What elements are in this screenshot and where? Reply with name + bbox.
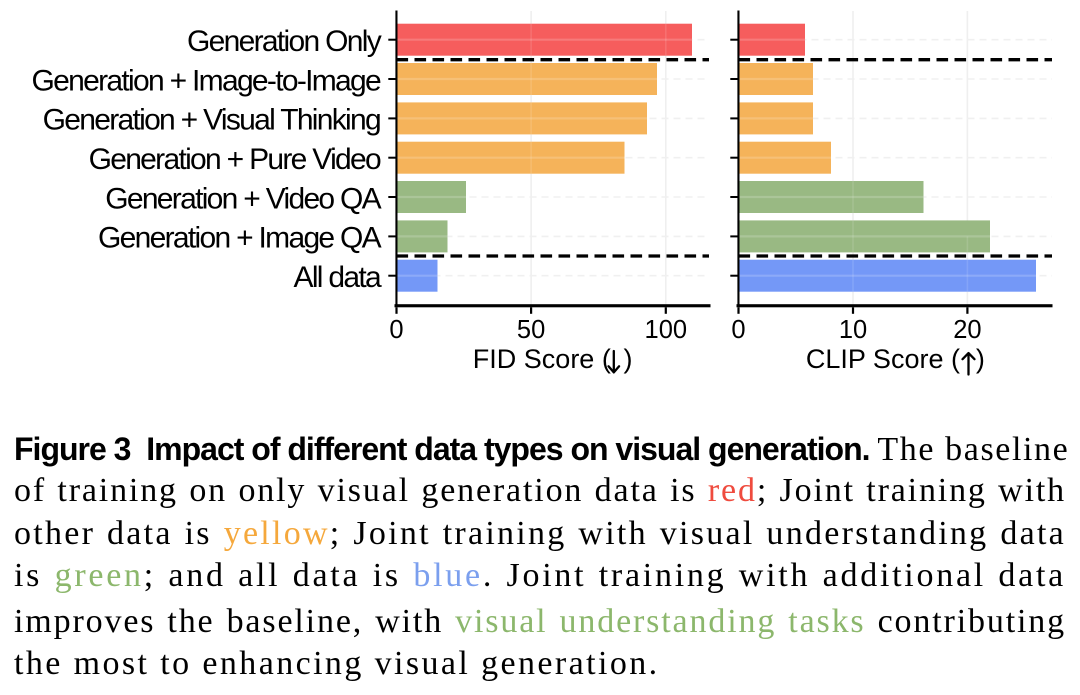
svg-text:): ) — [976, 344, 985, 374]
svg-text:Generation + Pure Video: Generation + Pure Video — [89, 143, 381, 176]
svg-text:Generation + Image QA: Generation + Image QA — [98, 222, 382, 255]
svg-text:0: 0 — [731, 316, 745, 344]
svg-text:Generation Only: Generation Only — [187, 25, 382, 58]
svg-text:CLIP Score (: CLIP Score ( — [806, 344, 960, 374]
svg-text:20: 20 — [953, 316, 981, 344]
svg-text:Generation + Video QA: Generation + Video QA — [105, 182, 381, 215]
svg-text:10: 10 — [839, 316, 867, 344]
svg-text:): ) — [624, 344, 633, 374]
svg-text:0: 0 — [389, 316, 403, 344]
svg-text:50: 50 — [517, 316, 545, 344]
svg-text:Generation + Image-to-Image: Generation + Image-to-Image — [32, 64, 381, 97]
svg-text:Generation + Visual Thinking: Generation + Visual Thinking — [43, 104, 380, 137]
svg-text:FID Score (: FID Score ( — [473, 344, 611, 374]
svg-text:100: 100 — [645, 316, 688, 344]
svg-text:All data: All data — [294, 261, 382, 294]
